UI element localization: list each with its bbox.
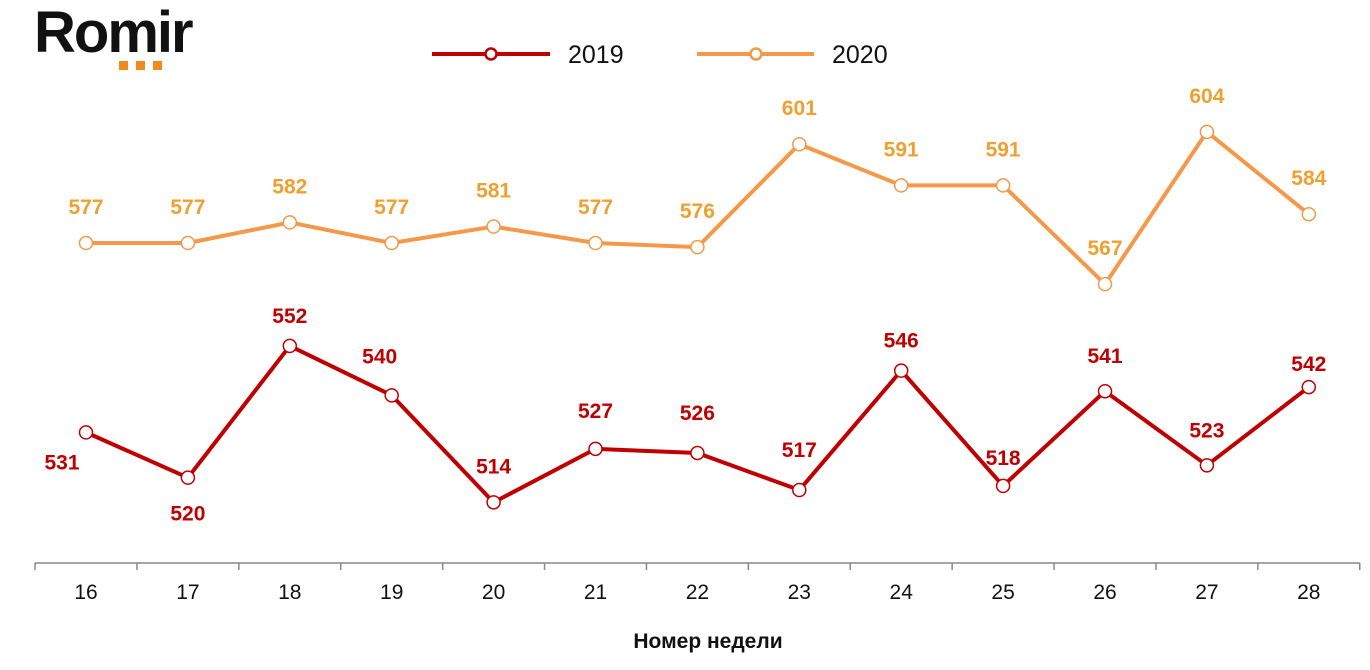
x-tick-label: 28 <box>1297 581 1320 604</box>
legend: 2019 2020 <box>432 41 888 69</box>
data-label: 514 <box>476 455 511 478</box>
data-point <box>1199 124 1215 140</box>
data-point <box>588 235 603 251</box>
x-tick-label: 23 <box>788 581 811 604</box>
x-axis-title: Номер недели <box>633 630 782 653</box>
data-point <box>180 235 196 251</box>
series-2020: 577 577 582 577 581 577 576 601 591 591 567 604 584 <box>68 85 1327 292</box>
legend-item-2020: 2020 <box>697 41 888 69</box>
legend-item-2019: 2019 <box>432 41 624 69</box>
data-point <box>1301 206 1317 222</box>
data-label: 604 <box>1189 85 1224 108</box>
data-point <box>893 178 909 193</box>
romir-logo: Romir <box>34 0 194 70</box>
data-label: 567 <box>1087 237 1122 260</box>
data-point <box>1097 276 1113 292</box>
data-label: 523 <box>1189 419 1224 442</box>
x-tick-label: 19 <box>380 581 403 604</box>
logo-text: Romir <box>34 0 194 65</box>
data-point <box>180 470 196 485</box>
x-axis: 16 17 18 19 20 21 22 23 24 25 26 27 28 <box>34 562 1361 604</box>
data-label: 531 <box>44 451 79 474</box>
data-label: 552 <box>272 305 307 328</box>
data-point <box>78 235 94 251</box>
data-point <box>690 445 705 461</box>
x-tick-label: 25 <box>991 581 1014 604</box>
legend-label-2019: 2019 <box>568 41 624 69</box>
x-tick-label: 27 <box>1195 581 1218 604</box>
data-point <box>1199 458 1215 473</box>
data-point <box>384 388 399 403</box>
data-point <box>792 136 807 152</box>
x-tick-label: 26 <box>1093 581 1116 604</box>
data-point <box>78 425 94 440</box>
data-point <box>588 441 603 457</box>
data-label: 576 <box>680 200 715 223</box>
data-point <box>282 338 298 354</box>
data-point <box>282 215 298 230</box>
data-label: 517 <box>782 439 817 462</box>
x-tick-label: 16 <box>74 581 97 604</box>
data-point <box>1301 379 1317 395</box>
data-point <box>792 482 807 498</box>
data-label: 581 <box>476 180 511 203</box>
data-point <box>1097 383 1113 399</box>
data-label: 577 <box>170 196 205 219</box>
data-point <box>893 363 909 378</box>
data-point <box>995 178 1011 193</box>
x-tick-label: 21 <box>584 581 607 604</box>
data-label: 546 <box>884 330 919 353</box>
data-label: 601 <box>782 97 817 120</box>
x-tick-label: 22 <box>686 581 709 604</box>
x-tick-label: 20 <box>482 581 505 604</box>
data-label: 591 <box>884 138 919 161</box>
data-label: 541 <box>1087 345 1122 368</box>
data-label: 527 <box>578 400 613 423</box>
data-label: 540 <box>362 345 397 368</box>
data-label: 518 <box>986 447 1021 470</box>
x-tick-label: 17 <box>176 581 199 604</box>
x-tick-label: 18 <box>278 581 301 604</box>
data-label: 584 <box>1291 167 1326 190</box>
data-label: 577 <box>68 196 103 219</box>
series-2019: 531 520 552 540 514 527 526 517 546 518 541 523 542 <box>44 305 1326 526</box>
data-point <box>486 495 501 510</box>
x-tick-label: 24 <box>890 581 914 604</box>
data-label: 542 <box>1291 353 1326 376</box>
logo-dots <box>119 61 162 70</box>
data-point <box>486 219 501 234</box>
data-label: 526 <box>680 402 715 425</box>
legend-label-2020: 2020 <box>832 41 888 69</box>
data-label: 591 <box>986 138 1021 161</box>
data-point <box>690 239 705 255</box>
data-label: 520 <box>170 503 205 526</box>
data-label: 577 <box>374 196 409 219</box>
data-label: 582 <box>272 175 307 198</box>
data-point <box>995 478 1011 494</box>
data-point <box>384 235 399 251</box>
data-label: 577 <box>578 196 613 219</box>
